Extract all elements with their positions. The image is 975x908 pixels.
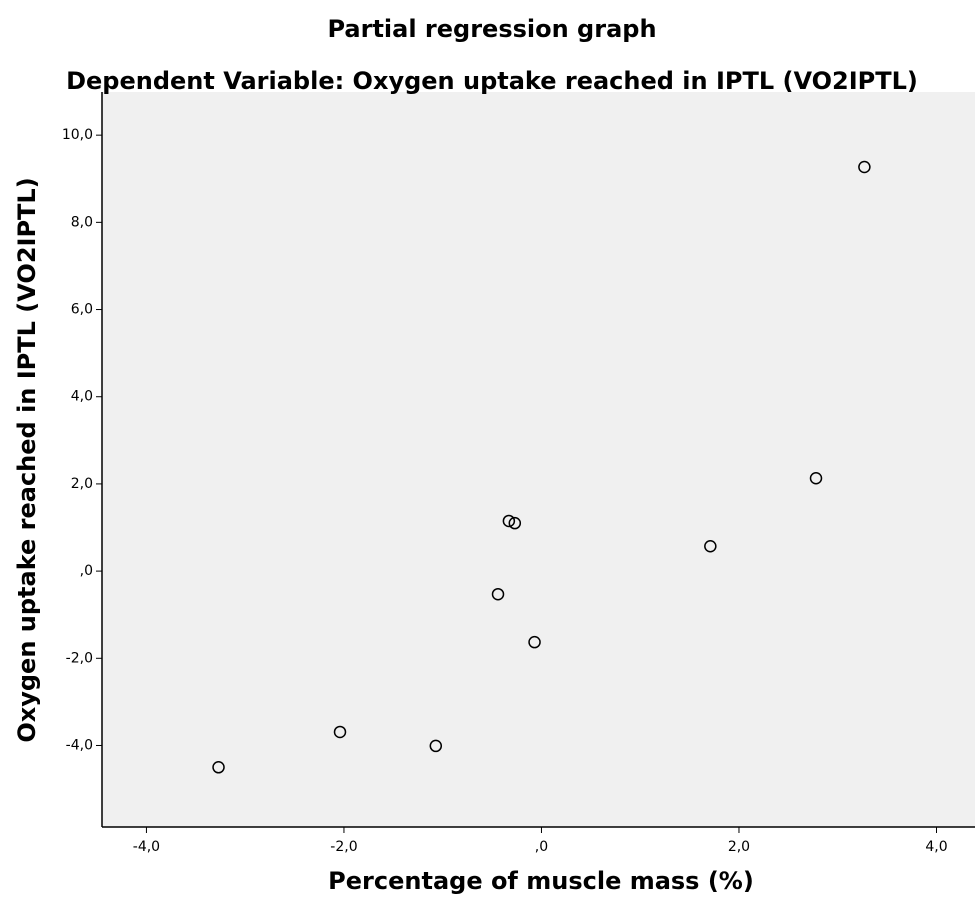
y-tick-label: -4,0 <box>66 737 93 753</box>
point <box>429 739 443 753</box>
point <box>809 471 823 485</box>
chart-title: Partial regression graph <box>327 15 656 43</box>
point <box>491 587 505 601</box>
y-tick-label: 10,0 <box>62 127 93 143</box>
x-axis-label: Percentage of muscle mass (%) <box>328 867 754 895</box>
chart-subtitle: Dependent Variable: Oxygen uptake reache… <box>66 67 918 95</box>
point <box>333 725 347 739</box>
y-tick-label: -2,0 <box>66 650 93 666</box>
x-tick-label: 4,0 <box>925 839 947 855</box>
point <box>858 160 871 174</box>
point <box>704 540 717 553</box>
y-tick-label: 8,0 <box>71 214 93 230</box>
y-tick-label: 6,0 <box>71 302 93 318</box>
x-tick-label: 2,0 <box>728 839 750 855</box>
point <box>212 761 225 774</box>
y-tick-label: ,0 <box>80 563 93 579</box>
point <box>508 516 522 530</box>
y-tick-label: 4,0 <box>71 389 93 405</box>
point <box>528 635 541 649</box>
x-tick-label: ,0 <box>535 839 548 855</box>
x-tick-label: -2,0 <box>330 839 357 855</box>
point <box>502 514 516 528</box>
y-axis-label: Oxygen uptake reached in IPTL (VO2IPTL) <box>13 177 41 742</box>
plot-area <box>102 92 975 827</box>
x-tick-label: -4,0 <box>133 839 160 855</box>
y-tick-label: 2,0 <box>71 476 93 492</box>
